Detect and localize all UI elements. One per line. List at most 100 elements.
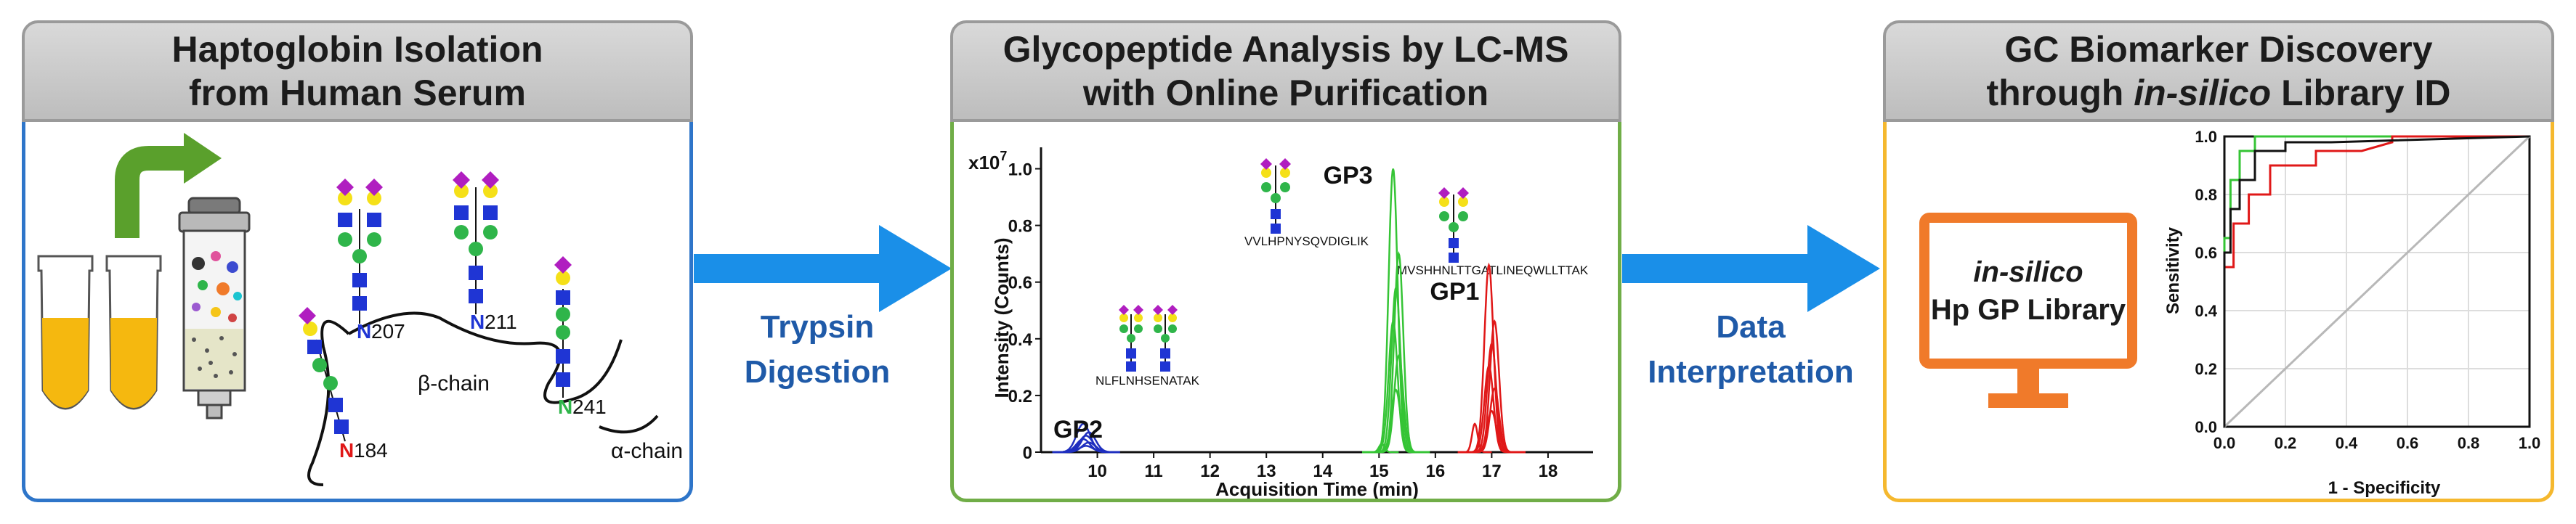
- lc-minor-peak: [1457, 422, 1492, 454]
- beta-chain-line: [307, 319, 350, 486]
- gp3-sequence-label: VVLHPNYSQVDIGLIK: [1244, 234, 1369, 248]
- multiplier-power: 7: [1000, 149, 1007, 163]
- gp1-sequence-label: MVSHHNLTTGATLINEQWLLTTAK: [1397, 263, 1589, 277]
- lc-x-tick-label: 18: [1539, 462, 1558, 481]
- lc-peak-trace: [1362, 319, 1430, 454]
- lc-peak-trace: [1362, 388, 1430, 454]
- lc-x-tick-label: 12: [1200, 462, 1220, 481]
- trypsin-digestion-label: Trypsin Digestion: [719, 305, 915, 395]
- transfer-arrow-icon: [115, 133, 222, 238]
- tube-icon: [105, 255, 162, 410]
- roc-x-axis-label: 1 - Specificity: [2328, 478, 2441, 498]
- site-184-label: 184: [354, 439, 388, 462]
- site-241-label: 241: [572, 396, 607, 418]
- site-n-label: N: [558, 396, 572, 418]
- roc-curve-line: [2223, 135, 2530, 427]
- site-n-label: N: [339, 439, 354, 462]
- panel-haptoglobin-isolation: Haptoglobin Isolation from Human Serum: [22, 20, 693, 502]
- tube-icon: [37, 255, 94, 410]
- glycan-icon: [299, 307, 349, 442]
- chain-end-line: [599, 414, 659, 434]
- lc-x-tick-label: 17: [1482, 462, 1502, 481]
- lcms-chromatogram-chart: x107 Intensity (Counts) Acquisition Time…: [968, 147, 1593, 500]
- lc-minor-peak: [1364, 443, 1399, 454]
- panel2-body: x107 Intensity (Counts) Acquisition Time…: [950, 122, 1621, 502]
- monitor-line2: Hp GP Library: [1930, 293, 2126, 326]
- arrow1-line2: Digestion: [744, 354, 891, 390]
- lc-peak-label: GP3: [1324, 162, 1373, 189]
- roc-x-tick-label: 0.6: [2397, 434, 2419, 452]
- flow-arrow-icon: [1622, 225, 1880, 312]
- lc-y-tick-label: 0.4: [1008, 330, 1033, 350]
- roc-x-tick-label: 0.2: [2275, 434, 2297, 452]
- panel3-title-line1: GC Biomarker Discovery: [2004, 29, 2433, 70]
- lc-x-tick-label: 16: [1426, 462, 1446, 481]
- gp2-glycan-icon: [1119, 305, 1178, 372]
- roc-x-tick-label: 1.0: [2519, 434, 2541, 452]
- roc-x-tick-label: 0.8: [2458, 434, 2480, 452]
- gp1-glycan-icon: [1438, 187, 1469, 263]
- lc-x-tick-label: 15: [1369, 462, 1389, 481]
- gp2-sequence-label: NLFLNHSENATAK: [1095, 374, 1200, 388]
- monitor-line1: in-silico: [1973, 255, 2083, 288]
- data-interpretation-label: Data Interpretation: [1627, 305, 1874, 395]
- lc-y-tick-label: 0.8: [1008, 217, 1032, 237]
- panel2-title: Glycopeptide Analysis by LC-MS with Onli…: [950, 20, 1621, 122]
- monitor-stand: [2017, 369, 2039, 395]
- gp3-glycan-icon: [1260, 158, 1291, 234]
- panel2-title-line2: with Online Purification: [1082, 73, 1489, 113]
- purification-column-icon: [178, 197, 251, 419]
- glycan-icon: [554, 256, 572, 398]
- lc-y-tick-label: 1.0: [1008, 160, 1032, 180]
- roc-y-tick-label: 0.8: [2195, 186, 2217, 204]
- lc-peak-trace: [1457, 364, 1526, 454]
- monitor-base: [1988, 393, 2068, 408]
- roc-x-tick-label: 0.4: [2336, 434, 2358, 452]
- roc-x-tick-label: 0.0: [2214, 434, 2236, 452]
- monitor-icon: in-silico Hp GP Library: [1919, 213, 2137, 369]
- roc-curve-line: [2223, 135, 2530, 427]
- panel1-title-line1: Haptoglobin Isolation: [171, 29, 543, 70]
- panel1-title: Haptoglobin Isolation from Human Serum: [22, 20, 693, 122]
- site-207-label: 207: [371, 320, 405, 343]
- lc-x-tick-label: 14: [1313, 462, 1332, 481]
- panel3-body: in-silico Hp GP Library Sensitivity 1 - …: [1883, 122, 2554, 502]
- arrow2-line1: Data: [1716, 309, 1786, 345]
- roc-y-axis-label: Sensitivity: [2163, 226, 2183, 314]
- lc-peak-trace: [1362, 353, 1430, 454]
- panel2-title-line1: Glycopeptide Analysis by LC-MS: [1003, 29, 1569, 70]
- glycan-icon: [336, 179, 383, 324]
- flow-arrow-icon: [694, 225, 952, 312]
- arrow2-line2: Interpretation: [1648, 354, 1854, 390]
- panel-lcms-analysis: Glycopeptide Analysis by LC-MS with Onli…: [950, 20, 1621, 502]
- glycan-icon: [453, 171, 499, 314]
- lc-x-tick-label: 10: [1087, 462, 1107, 481]
- arrow1-line1: Trypsin: [760, 309, 875, 345]
- lc-peak-trace: [1052, 441, 1120, 454]
- roc-y-tick-label: 0.4: [2195, 302, 2217, 320]
- lc-peak-trace: [1457, 387, 1526, 454]
- lc-y-tick-label: 0.6: [1008, 274, 1032, 293]
- site-n-label: N: [357, 320, 371, 343]
- roc-y-tick-label: 1.0: [2195, 128, 2217, 146]
- lc-peak-trace: [1457, 319, 1526, 454]
- lc-y-tick-label: 0: [1023, 443, 1032, 463]
- chart-multiplier-label: x107: [968, 149, 1007, 173]
- lc-peak-trace: [1457, 409, 1526, 454]
- lc-peak-label: GP2: [1053, 416, 1103, 443]
- lc-x-axis-label: Acquisition Time (min): [1215, 478, 1419, 499]
- roc-y-tick-label: 0.2: [2195, 360, 2217, 378]
- lc-peak-label: GP1: [1430, 278, 1479, 306]
- site-n-label: N: [470, 311, 485, 333]
- beta-chain-label: β-chain: [418, 372, 490, 396]
- panel-biomarker-discovery: GC Biomarker Discovery through in-silico…: [1883, 20, 2554, 502]
- lc-peak-trace: [1052, 431, 1120, 454]
- alpha-chain-label: α-chain: [611, 439, 683, 463]
- lc-x-tick-label: 11: [1144, 462, 1162, 481]
- site-211-label: 211: [485, 311, 517, 333]
- roc-y-tick-label: 0.6: [2195, 244, 2217, 262]
- panel3-title-line2: through in-silico Library ID: [1986, 73, 2451, 113]
- roc-curve-chart: Sensitivity 1 - Specificity 0.0 0.2 0.4 0.6…: [2163, 128, 2541, 498]
- multiplier-base: x10: [968, 152, 1000, 173]
- lc-x-tick-label: 13: [1257, 462, 1276, 481]
